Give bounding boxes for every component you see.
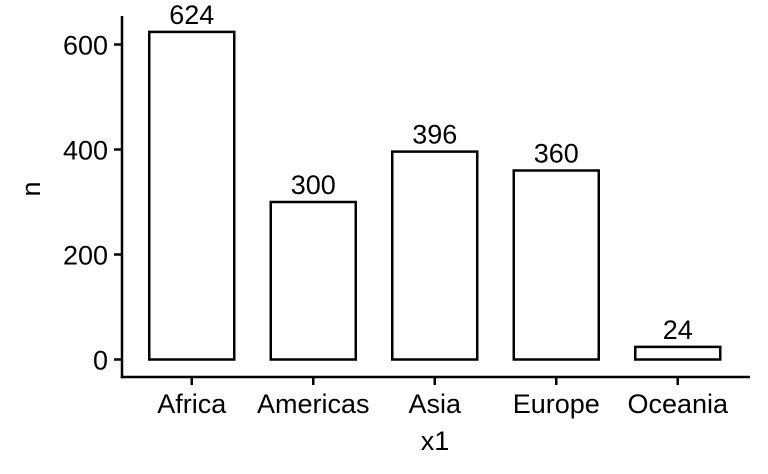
y-axis-ticks: 0 200 400 600 [63,31,122,376]
y-tick-label: 200 [63,241,108,271]
x-tick-label-africa: Africa [157,389,227,419]
y-tick-label: 400 [63,136,108,166]
data-label-oceania: 24 [663,315,693,345]
y-tick-label: 600 [63,31,108,61]
bar-africa [148,30,236,361]
bar-americas [269,200,357,361]
x-axis-title: x1 [421,426,450,456]
bar-asia [391,150,479,361]
x-tick-label-oceania: Oceania [627,389,729,419]
data-labels-group: 624 300 396 360 24 [169,0,693,345]
bar-europe [512,169,600,361]
y-axis-title: n [16,181,46,196]
x-tick-label-asia: Asia [408,389,462,419]
x-tick-label-americas: Americas [257,389,370,419]
y-tick-label: 0 [93,346,108,376]
bars-group [148,30,722,361]
x-tick-label-europe: Europe [513,389,600,419]
data-label-africa: 624 [169,0,214,30]
bar-oceania [634,345,722,361]
data-label-asia: 396 [412,120,457,150]
data-label-europe: 360 [534,139,579,169]
data-label-americas: 300 [291,170,336,200]
x-axis-ticks: Africa Americas Asia Europe Oceania [157,377,729,419]
